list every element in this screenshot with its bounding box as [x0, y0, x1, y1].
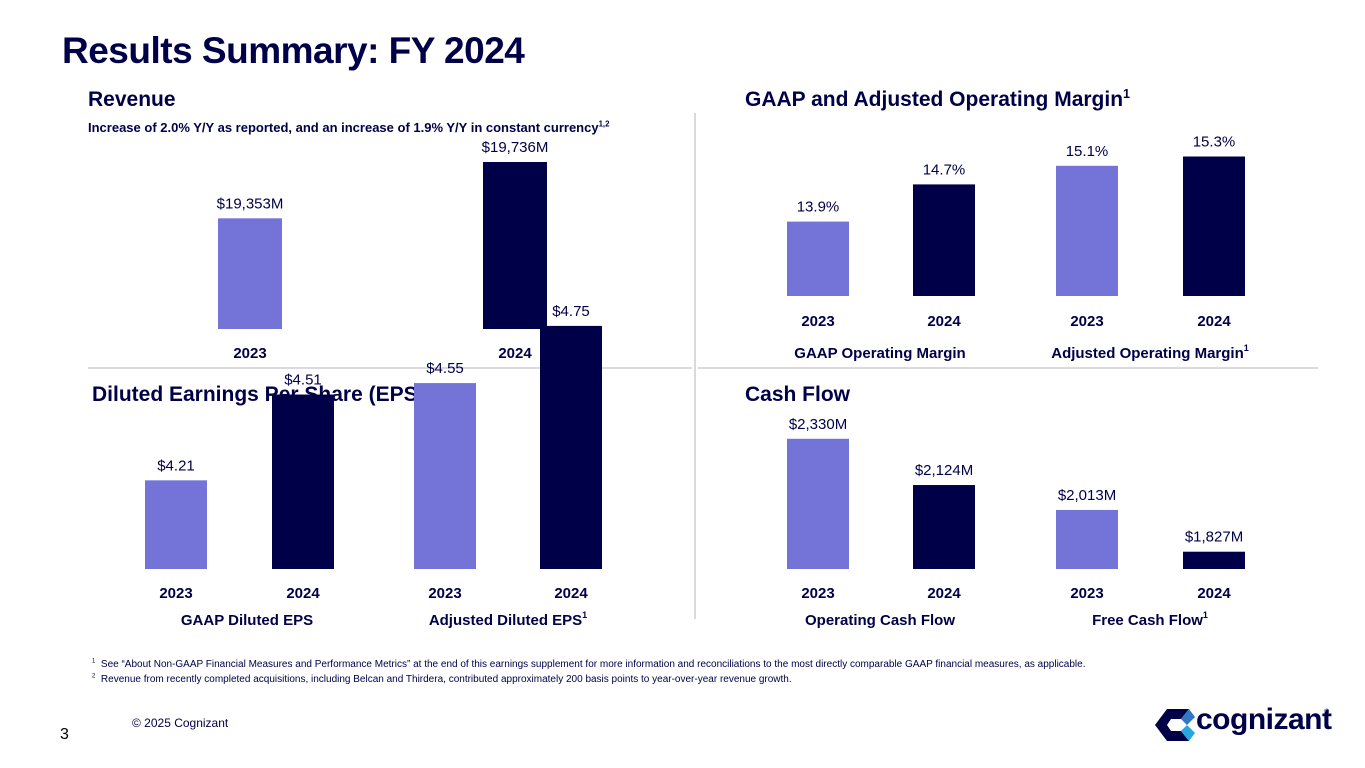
footnote-1: 1 See “About Non-GAAP Financial Measures…: [92, 659, 1085, 670]
adjusted-margin-value-label-2023: 15.1%: [1066, 143, 1109, 160]
footnote-1-text: See “About Non-GAAP Financial Measures a…: [100, 659, 1086, 670]
adjusted-margin-group-label: Adjusted Operating Margin1: [1051, 343, 1249, 362]
horizontal-divider-right: [698, 367, 1318, 369]
gaap-eps-value-label-2023: $4.21: [157, 457, 195, 474]
operating-cash-flow-value-label-2023: $2,330M: [789, 416, 847, 433]
operating-cash-flow-bar-2024: [913, 485, 975, 569]
free-cash-flow-group-label: Free Cash Flow1: [1092, 610, 1208, 629]
free-cash-flow-value-label-2023: $2,013M: [1058, 487, 1116, 504]
revenue-bar-2024: [483, 162, 547, 329]
operating-cash-flow-group-label: Operating Cash Flow: [805, 612, 955, 629]
adjusted-eps-bar-2023: [414, 383, 476, 569]
free-cash-flow-year-label-2023: 2023: [1070, 585, 1103, 602]
revenue-bar-2023: [218, 218, 282, 329]
footnote-2: 2 Revenue from recently completed acquis…: [92, 674, 792, 685]
adjusted-margin-bar-2024: [1183, 156, 1245, 296]
gaap-margin-year-label-2023: 2023: [801, 313, 834, 330]
footnote-1-num: 1: [92, 658, 96, 665]
gaap-margin-bar-2023: [787, 221, 849, 296]
horizontal-divider-left: [88, 367, 692, 369]
free-cash-flow-value-label-2024: $1,827M: [1185, 529, 1243, 546]
revenue-value-label-2024: $19,736M: [482, 139, 549, 156]
gaap-eps-bar-2023: [145, 480, 207, 569]
gaap-margin-year-label-2024: 2024: [927, 313, 961, 330]
gaap-eps-bar-2024: [272, 394, 334, 569]
adjusted-eps-value-label-2024: $4.75: [552, 303, 590, 320]
slide-title: Results Summary: FY 2024: [62, 30, 525, 71]
gaap-margin-value-label-2024: 14.7%: [923, 161, 966, 178]
adjusted-eps-bar-2024: [540, 325, 602, 569]
operating-cash-flow-year-label-2023: 2023: [801, 585, 834, 602]
operating-cash-flow-year-label-2024: 2024: [927, 585, 961, 602]
gaap-eps-group-label: GAAP Diluted EPS: [181, 612, 313, 629]
adjusted-eps-value-label-2023: $4.55: [426, 360, 464, 377]
margin-heading: GAAP and Adjusted Operating Margin1: [745, 88, 1130, 112]
brand-wordmark: cognizant: [1196, 703, 1332, 736]
adjusted-eps-year-label-2023: 2023: [428, 585, 461, 602]
footnote-2-num: 2: [92, 673, 96, 680]
cognizant-logo-icon: [1155, 709, 1195, 741]
cash-heading: Cash Flow: [745, 383, 851, 406]
revenue-subtitle: Increase of 2.0% Y/Y as reported, and an…: [88, 120, 609, 135]
free-cash-flow-year-label-2024: 2024: [1197, 585, 1231, 602]
gaap-margin-bar-2024: [913, 184, 975, 296]
vertical-divider: [694, 113, 696, 619]
brand-registered-mark: ®: [1324, 709, 1330, 716]
eps-heading: Diluted Earnings Per Share (EPS): [92, 383, 425, 406]
operating-cash-flow-bar-2023: [787, 438, 849, 569]
adjusted-margin-value-label-2024: 15.3%: [1193, 134, 1236, 151]
adjusted-eps-group-label: Adjusted Diluted EPS1: [429, 610, 587, 629]
page-number: 3: [60, 726, 69, 743]
adjusted-margin-year-label-2023: 2023: [1070, 313, 1103, 330]
revenue-year-label-2024: 2024: [498, 345, 532, 362]
revenue-subtitle-sup: 1,2: [598, 119, 610, 129]
adjusted-margin-year-label-2024: 2024: [1197, 313, 1231, 330]
gaap-margin-value-label-2023: 13.9%: [797, 199, 840, 216]
adjusted-eps-year-label-2024: 2024: [554, 585, 588, 602]
revenue-value-label-2023: $19,353M: [217, 195, 284, 212]
copyright: © 2025 Cognizant: [132, 716, 229, 730]
gaap-margin-group-label: GAAP Operating Margin: [794, 345, 965, 362]
revenue-year-label-2023: 2023: [233, 345, 266, 362]
margin-heading-text: GAAP and Adjusted Operating Margin: [745, 88, 1124, 111]
revenue-subtitle-text: Increase of 2.0% Y/Y as reported, and an…: [88, 120, 599, 135]
revenue-heading: Revenue: [88, 88, 176, 111]
footnote-2-text: Revenue from recently completed acquisit…: [100, 674, 792, 685]
operating-cash-flow-value-label-2024: $2,124M: [915, 462, 973, 479]
gaap-eps-year-label-2023: 2023: [159, 585, 192, 602]
adjusted-margin-bar-2023: [1056, 165, 1118, 296]
gaap-eps-value-label-2024: $4.51: [284, 372, 322, 389]
free-cash-flow-bar-2023: [1056, 509, 1118, 569]
free-cash-flow-bar-2024: [1183, 551, 1245, 569]
margin-heading-sup: 1: [1123, 87, 1131, 101]
gaap-eps-year-label-2024: 2024: [286, 585, 320, 602]
